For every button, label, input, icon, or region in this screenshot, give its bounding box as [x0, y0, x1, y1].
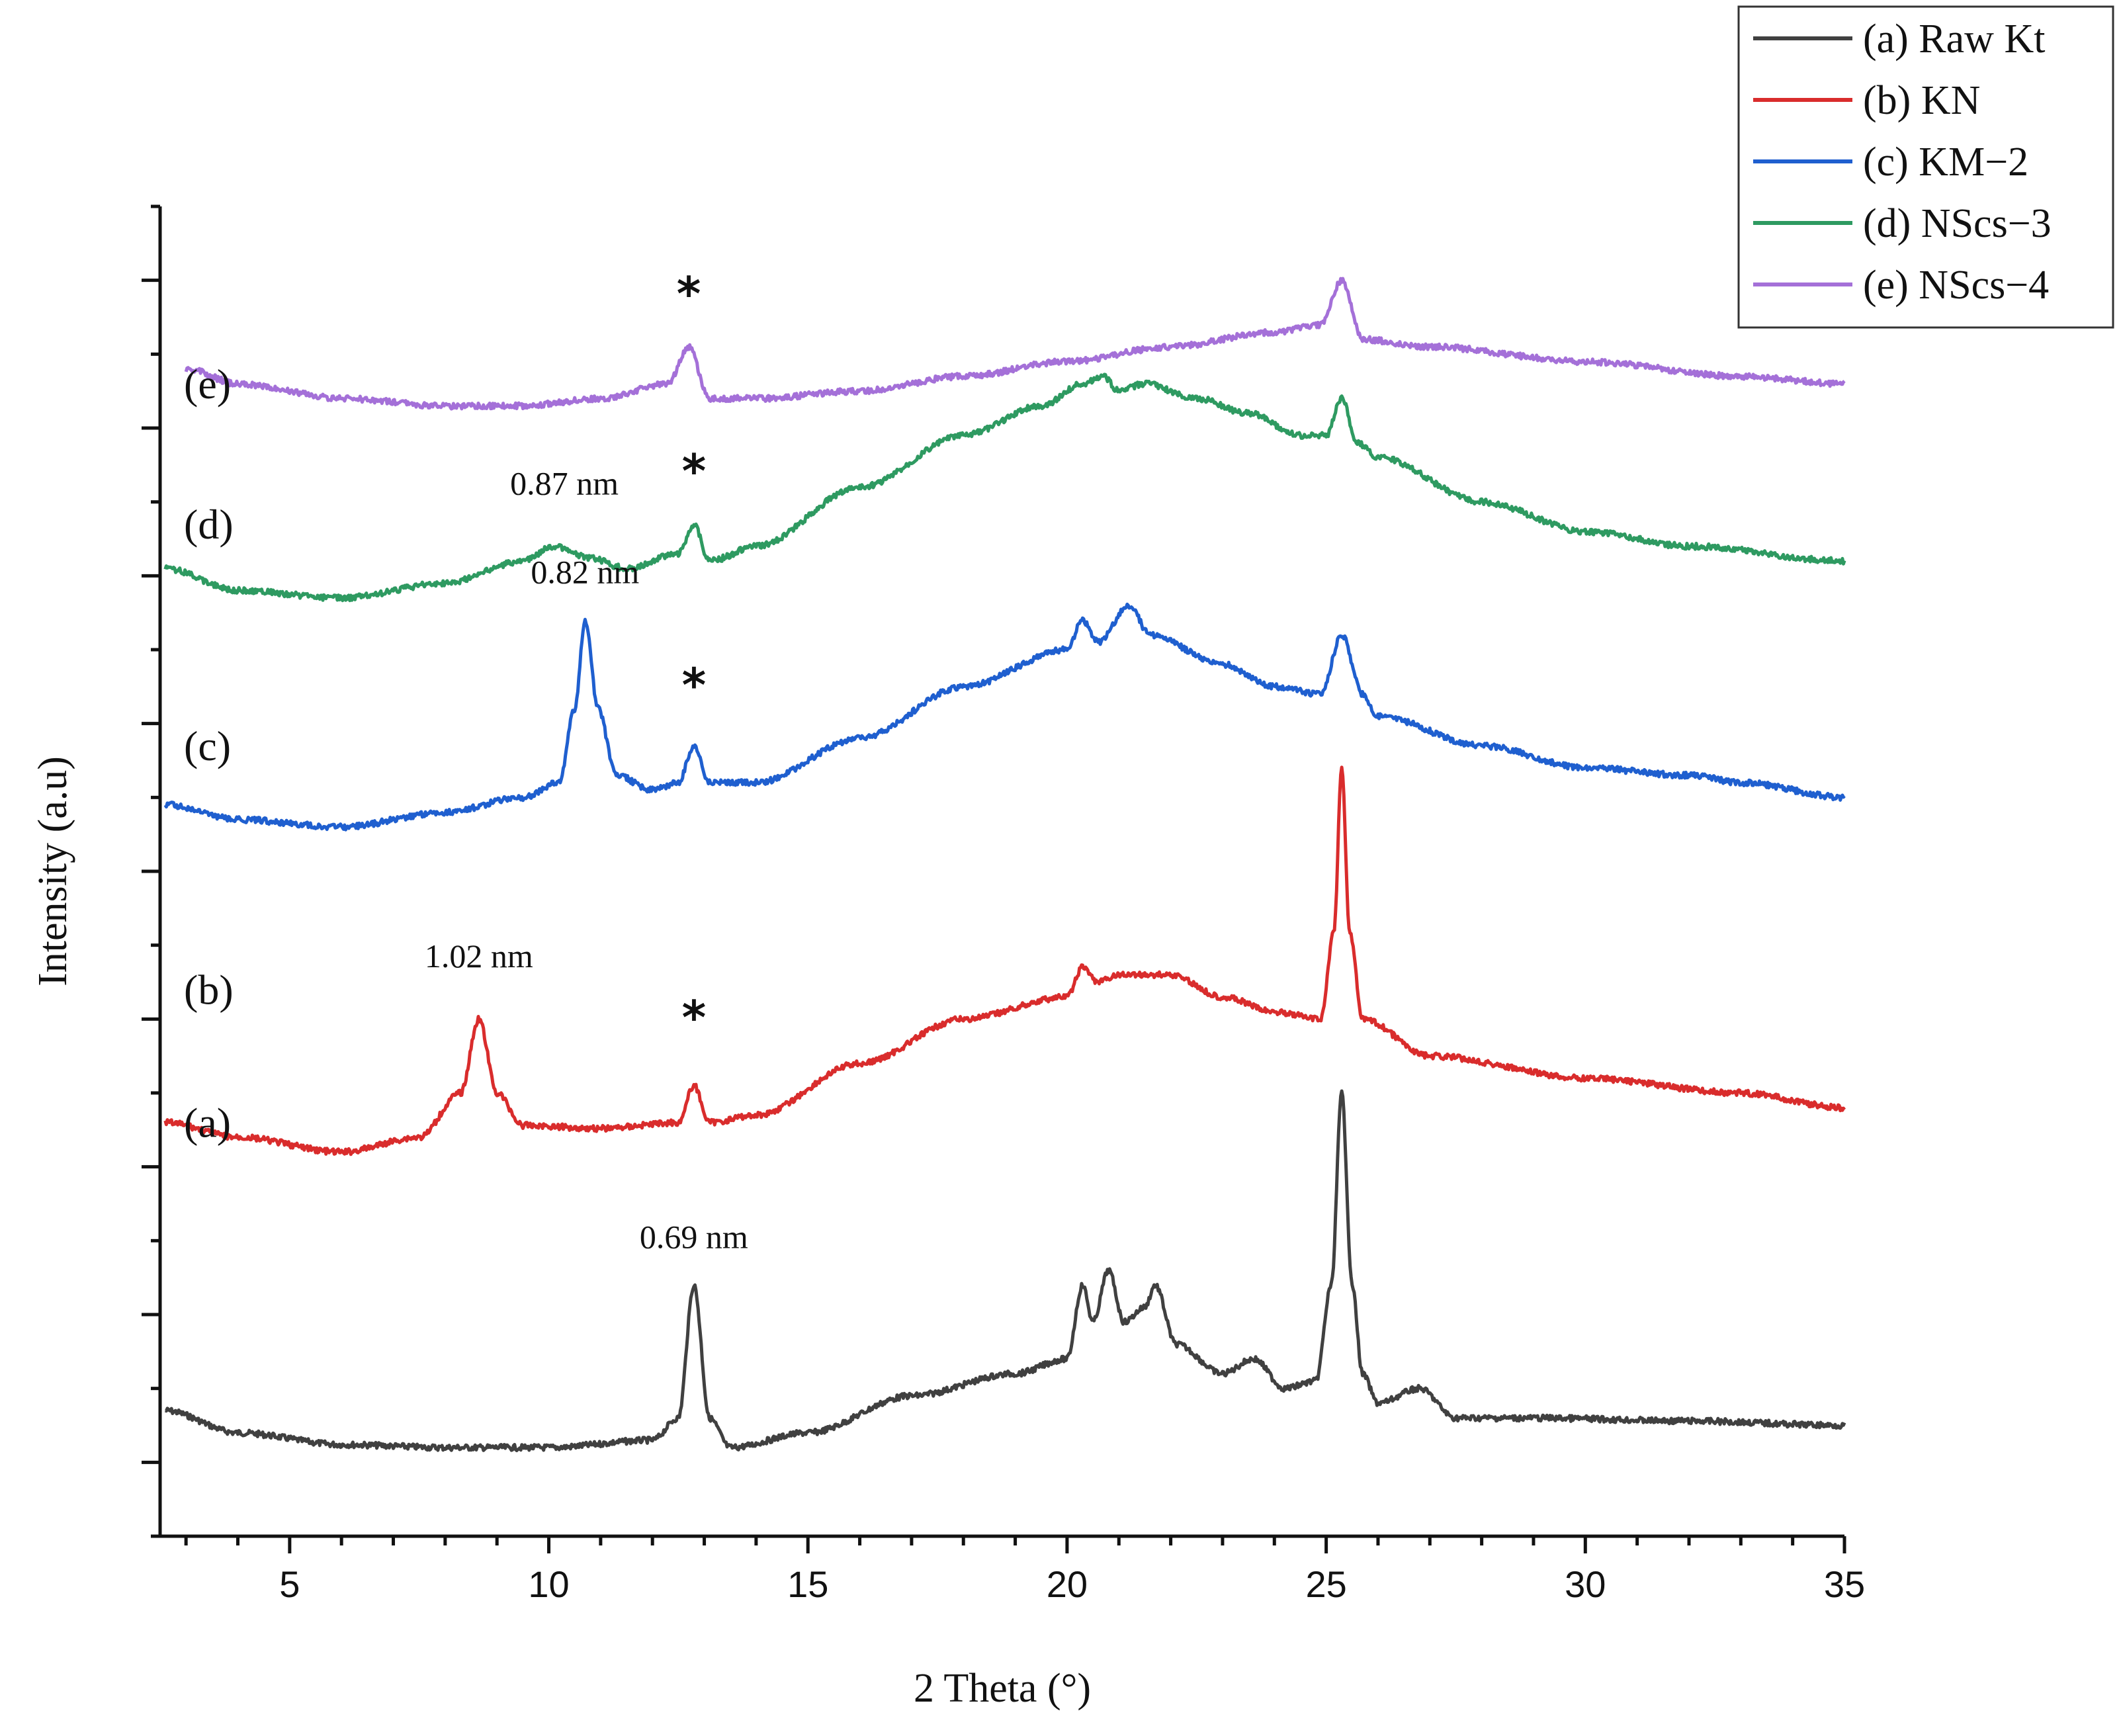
x-tick-label: 30: [1565, 1563, 1606, 1605]
x-tick-label: 35: [1824, 1563, 1865, 1605]
legend-label-0: (a) Raw Kt: [1863, 17, 2045, 62]
peak-annotation-3: 0.87 nm: [510, 465, 619, 502]
series-line-2: [163, 602, 1846, 832]
series-line-4: [184, 277, 1846, 411]
legend-box: [1737, 5, 2114, 329]
y-axis-title: Intensity (a.u): [30, 756, 75, 986]
legend-label-3: (d) NScs−3: [1863, 201, 2052, 246]
x-tick-label: 15: [787, 1563, 828, 1605]
curve-label-1: (b): [184, 967, 234, 1014]
x-tick-label: 10: [528, 1563, 569, 1605]
peak-marker-star: *: [682, 991, 707, 1045]
legend-label-2: (c) KM−2: [1863, 140, 2028, 185]
x-tick-label: 25: [1305, 1563, 1346, 1605]
peak-annotation-1: 1.02 nm: [425, 937, 533, 975]
curve-label-0: (a): [184, 1100, 231, 1147]
curves-layer: [163, 277, 1846, 1452]
x-axis-title: 2 Theta (°): [914, 1666, 1091, 1711]
peak-marker-star: *: [682, 658, 707, 713]
series-line-3: [163, 372, 1846, 603]
peak-marker-star: *: [677, 267, 701, 321]
legend-label-1: (b) KN: [1863, 78, 1980, 123]
axes-layer: 5 10 15 20 25 30 35 2 Theta (°) Intensity (a.u): [30, 204, 1865, 1711]
peak-annotation-0: 0.69 nm: [640, 1219, 748, 1256]
curve-label-4: (e): [184, 361, 231, 408]
series-line-0: [164, 1089, 1846, 1452]
curve-label-3: (d): [184, 501, 234, 548]
series-line-1: [163, 765, 1846, 1156]
labels-layer: (a) (b) (c) (d) (e) 0.69 nm 1.02 nm 0.82 nm 0.87…: [184, 267, 748, 1255]
peak-marker-star: *: [682, 444, 707, 498]
curve-label-2: (c): [184, 722, 231, 769]
x-tick-label: 5: [279, 1563, 300, 1605]
peak-annotation-2: 0.82 nm: [531, 554, 639, 591]
legend-label-4: (e) NScs−4: [1863, 263, 2049, 308]
x-tick-label: 20: [1047, 1563, 1088, 1605]
legend: (a) Raw Kt (b) KN (c) KM−2 (d) NScs−3 (e) NS…: [1737, 5, 2114, 329]
